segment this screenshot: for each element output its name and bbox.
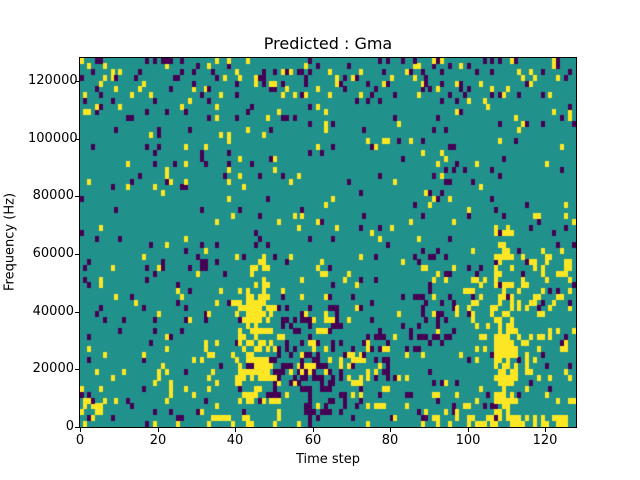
y-tick-label: 80000 — [32, 188, 74, 203]
y-tick-label: 0 — [65, 419, 74, 434]
x-tick-mark — [80, 428, 81, 432]
y-tick-mark — [75, 81, 79, 82]
y-tick-mark — [75, 369, 79, 370]
x-tick-label: 20 — [149, 433, 167, 448]
x-tick-label: 0 — [75, 433, 85, 448]
y-tick-mark — [75, 312, 79, 313]
y-tick-mark — [75, 139, 79, 140]
y-tick-label: 100000 — [28, 131, 78, 146]
y-tick-mark — [75, 427, 79, 428]
x-tick-mark — [313, 428, 314, 432]
y-axis-label: Frequency (Hz) — [2, 192, 18, 292]
x-tick-mark — [158, 428, 159, 432]
y-tick-label: 60000 — [32, 246, 74, 261]
y-tick-label: 120000 — [28, 73, 78, 88]
x-tick-mark — [235, 428, 236, 432]
x-tick-mark — [545, 428, 546, 432]
x-tick-mark — [468, 428, 469, 432]
x-tick-label: 120 — [532, 433, 558, 448]
y-tick-mark — [75, 196, 79, 197]
x-tick-label: 40 — [226, 433, 244, 448]
y-tick-label: 20000 — [32, 361, 74, 376]
x-tick-label: 80 — [381, 433, 399, 448]
chart-title: Predicted : Gma — [263, 34, 393, 53]
y-tick-label: 40000 — [32, 304, 74, 319]
x-tick-mark — [390, 428, 391, 432]
x-axis-label: Time step — [295, 452, 361, 467]
y-tick-mark — [75, 254, 79, 255]
heatmap-canvas — [80, 58, 576, 427]
x-tick-label: 100 — [455, 433, 481, 448]
plot-area — [79, 57, 577, 428]
x-tick-label: 60 — [304, 433, 322, 448]
